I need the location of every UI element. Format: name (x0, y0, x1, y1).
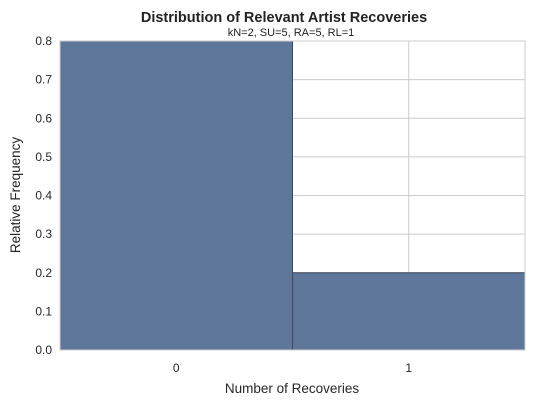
plot-frame (59, 40, 526, 351)
y-tick-labels: 0.0 0.1 0.2 0.3 0.4 0.5 0.6 0.7 0.8 (35, 34, 52, 357)
x-tick-label: 0 (173, 361, 180, 375)
y-tick-label: 0.3 (35, 227, 52, 241)
y-tick-label: 0.1 (35, 304, 52, 318)
y-tick-label: 0.7 (35, 73, 52, 87)
y-tick-label: 0.0 (35, 343, 52, 357)
y-axis-label: Relative Frequency (8, 137, 23, 254)
y-tick-label: 0.8 (35, 34, 52, 48)
y-tick-label: 0.5 (35, 150, 52, 164)
y-tick-label: 0.4 (35, 189, 52, 203)
x-tick-label: 1 (405, 361, 412, 375)
bars (59, 40, 526, 351)
y-tick-label: 0.6 (35, 111, 52, 125)
x-axis-label: Number of Recoveries (225, 381, 360, 396)
chart-subtitle: kN=2, SU=5, RA=5, RL=1 (228, 27, 355, 39)
bar-0 (59, 40, 293, 351)
bar-1 (292, 272, 526, 351)
y-tick-label: 0.2 (35, 266, 52, 280)
chart-title: Distribution of Relevant Artist Recoveri… (141, 10, 427, 26)
